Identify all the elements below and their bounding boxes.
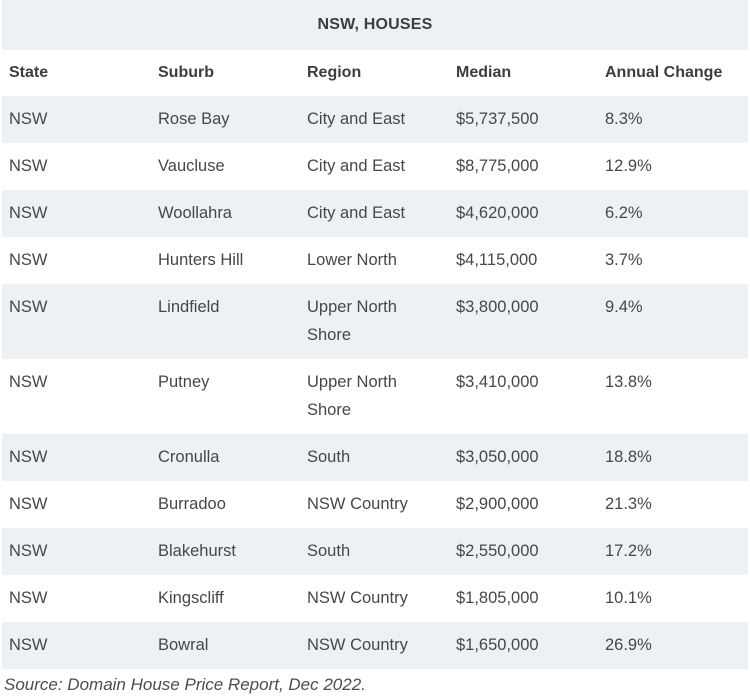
cell-median: $3,410,000 [456,373,539,391]
table-row: NSW Hunters Hill Lower North $4,115,000 … [2,237,748,284]
table-row: NSW Rose Bay City and East $5,737,500 8.… [2,96,748,143]
table-row: NSW Putney Upper North Shore $3,410,000 … [2,359,748,434]
cell-suburb: Rose Bay [151,96,300,143]
cell-median: $8,775,000 [456,157,539,175]
cell-region: NSW Country [300,622,449,669]
cell-region: NSW Country [307,495,408,513]
cell-suburb: Putney [158,373,210,391]
cell-change: 21.3% [605,495,652,513]
cell-state: NSW [9,251,48,269]
table-row: NSW Woollahra City and East $4,620,000 6… [2,190,748,237]
cell-region: Upper North Shore [307,373,397,419]
header-row: State Suburb Region Median Annual Change [2,50,748,96]
cell-median: $1,650,000 [449,622,598,669]
table-row: NSW Vaucluse City and East $8,775,000 12… [2,143,748,190]
cell-region: City and East [300,96,449,143]
cell-change: 3.7% [605,251,643,269]
table-row: NSW Blakehurst South $2,550,000 17.2% [2,528,748,575]
cell-change: 17.2% [598,528,748,575]
cell-region: South [300,434,449,481]
cell-change: 10.1% [605,589,652,607]
table-header: State Suburb Region Median Annual Change [2,50,748,96]
cell-change: 13.8% [605,373,652,391]
cell-suburb: Woollahra [151,190,300,237]
cell-state: NSW [9,589,48,607]
cell-region: City and East [307,157,406,175]
cell-median: $4,620,000 [449,190,598,237]
cell-suburb: Lindfield [151,284,300,359]
cell-state: NSW [2,622,151,669]
header-state: State [2,50,151,96]
cell-suburb: Vaucluse [158,157,225,175]
cell-state: NSW [2,434,151,481]
cell-change: 12.9% [605,157,652,175]
cell-median: $5,737,500 [449,96,598,143]
cell-change: 6.2% [598,190,748,237]
table-title: NSW, HOUSES [2,0,748,50]
cell-suburb: Hunters Hill [158,251,244,269]
cell-region: South [300,528,449,575]
cell-state: NSW [2,528,151,575]
table-row: NSW Kingscliff NSW Country $1,805,000 10… [2,575,748,622]
cell-region: Upper North Shore [300,284,449,359]
cell-suburb: Kingscliff [158,589,224,607]
cell-change: 18.8% [598,434,748,481]
cell-median: $4,115,000 [456,251,538,269]
cell-change: 26.9% [598,622,748,669]
table-body: NSW Rose Bay City and East $5,737,500 8.… [2,96,748,669]
cell-change: 8.3% [598,96,748,143]
cell-median: $2,900,000 [456,495,539,513]
cell-suburb: Cronulla [151,434,300,481]
cell-region: Lower North [307,251,397,269]
cell-state: NSW [9,495,48,513]
cell-median: $3,800,000 [449,284,598,359]
header-region: Region [300,50,449,96]
cell-state: NSW [2,190,151,237]
cell-suburb: Bowral [151,622,300,669]
cell-suburb: Blakehurst [151,528,300,575]
cell-state: NSW [2,284,151,359]
table-row: NSW Burradoo NSW Country $2,900,000 21.3… [2,481,748,528]
price-table: State Suburb Region Median Annual Change… [2,50,748,669]
cell-change: 9.4% [598,284,748,359]
header-median: Median [449,50,598,96]
cell-suburb: Burradoo [158,495,226,513]
cell-state: NSW [9,157,48,175]
cell-state: NSW [9,373,48,391]
cell-median: $3,050,000 [449,434,598,481]
table-row: NSW Cronulla South $3,050,000 18.8% [2,434,748,481]
cell-region: City and East [300,190,449,237]
header-annual-change: Annual Change [598,50,748,96]
header-suburb: Suburb [151,50,300,96]
source-caption: Source: Domain House Price Report, Dec 2… [4,675,366,694]
table-row: NSW Lindfield Upper North Shore $3,800,0… [2,284,748,359]
cell-state: NSW [2,96,151,143]
table-row: NSW Bowral NSW Country $1,650,000 26.9% [2,622,748,669]
cell-median: $1,805,000 [456,589,539,607]
cell-median: $2,550,000 [449,528,598,575]
cell-region: NSW Country [307,589,408,607]
